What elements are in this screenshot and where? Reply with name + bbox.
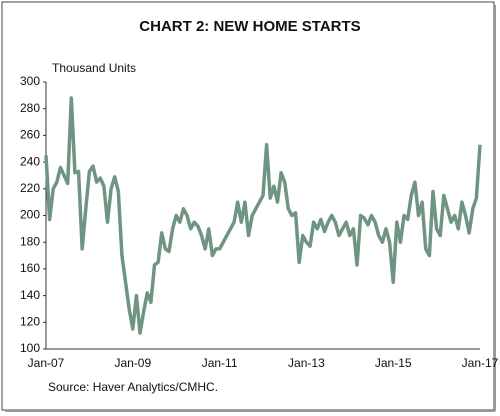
x-tick-label: Jan-07 [28,356,65,370]
line [44,96,482,335]
frame [1,1,495,411]
x-tick-label: Jan-09 [114,356,151,370]
chart-title: CHART 2: NEW HOME STARTS [139,18,360,35]
y-tick-label: 140 [20,288,40,302]
y-axis-label: Thousand Units [52,61,136,75]
source: Source: Haver Analytics/CMHC. [48,380,218,394]
x-tick-label: Jan-13 [288,356,325,370]
y-tick-label: 160 [20,261,40,275]
y-tick-label: 200 [20,208,40,222]
y-tick-label: 180 [20,234,40,248]
y-tick-label: 300 [20,74,40,88]
x-tick-label: Jan-15 [375,356,412,370]
x-tick-label: Jan-17 [462,356,499,370]
y-tick-label: 260 [20,128,40,142]
x-tick-label: Jan-11 [202,356,238,370]
y-tick-label: 280 [20,101,40,115]
y-tick-label: 220 [20,181,40,195]
y-tick-label: 120 [20,314,40,328]
y-tick-label: 100 [20,341,40,355]
y-tick-label: 240 [20,154,40,168]
